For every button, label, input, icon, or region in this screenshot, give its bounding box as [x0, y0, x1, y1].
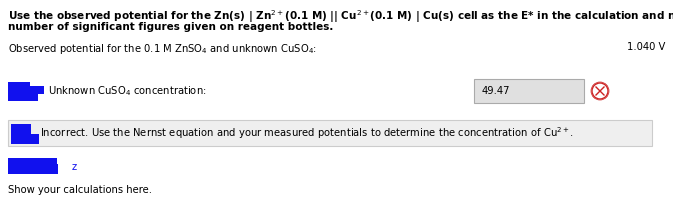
Circle shape	[592, 83, 608, 99]
Bar	[8, 93, 38, 101]
Text: number of significant figures given on reagent bottles.: number of significant figures given on r…	[8, 22, 333, 32]
Text: Observed potential for the 0.1 M ZnSO$_4$ and unknown CuSO$_4$:: Observed potential for the 0.1 M ZnSO$_4…	[8, 42, 317, 56]
Text: Use the observed potential for the Zn(s) | Zn$^{2+}$(0.1 M) || Cu$^{2+}$(0.1 M) : Use the observed potential for the Zn(s)…	[8, 8, 673, 25]
Text: 1.040 V: 1.040 V	[627, 42, 665, 52]
Bar	[30, 86, 44, 94]
Bar	[11, 134, 39, 144]
Text: z: z	[72, 162, 77, 172]
Text: Incorrect. Use the Nernst equation and your measured potentials to determine the: Incorrect. Use the Nernst equation and y…	[40, 125, 574, 141]
Bar	[8, 82, 30, 94]
Text: 49.47: 49.47	[482, 86, 511, 96]
Text: Show your calculations here.: Show your calculations here.	[8, 185, 152, 195]
Text: Unknown CuSO$_4$ concentration:: Unknown CuSO$_4$ concentration:	[48, 84, 207, 98]
Bar	[8, 164, 58, 174]
Bar	[35, 158, 57, 170]
Bar	[8, 120, 652, 146]
Bar	[11, 124, 31, 142]
Bar	[8, 158, 43, 170]
Bar	[474, 79, 584, 103]
